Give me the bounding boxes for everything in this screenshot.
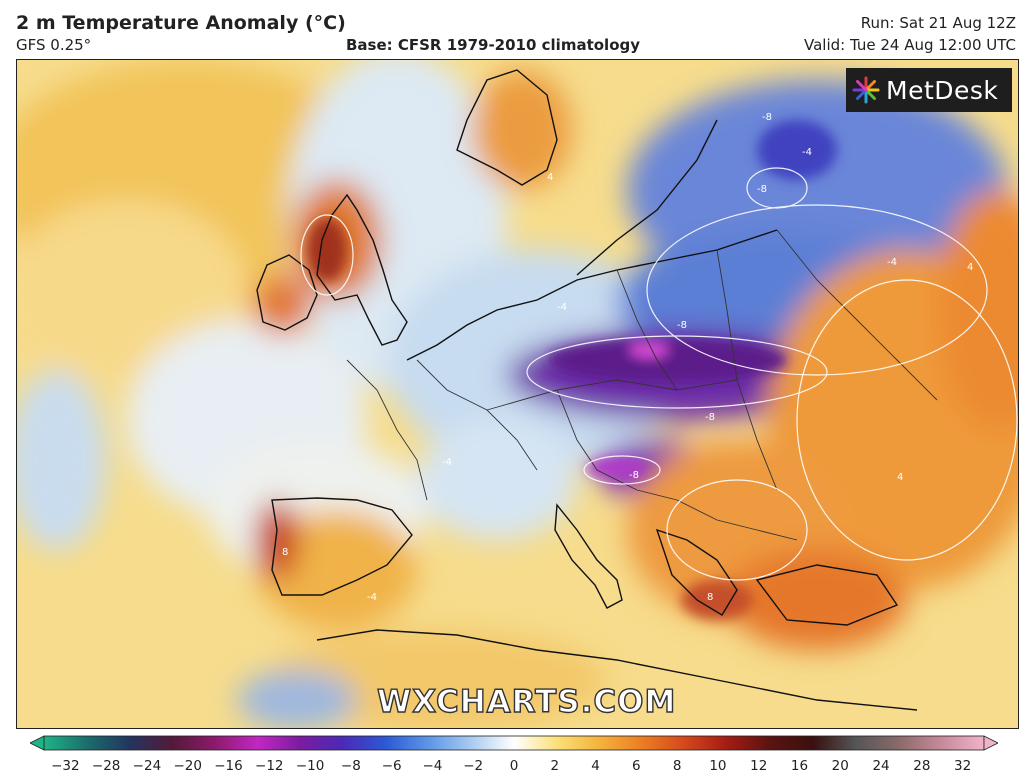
colorbar-left-arrow <box>29 735 45 751</box>
wxcharts-watermark: WXCHARTS.COM <box>376 683 677 720</box>
colorbar-tick-label: 2 <box>550 758 560 774</box>
country-borders <box>346 229 938 541</box>
contour-label: 4 <box>897 472 903 483</box>
contour-label: 8 <box>707 592 713 603</box>
colorbar-tick-label: 20 <box>831 758 849 774</box>
anomaly-cores <box>307 120 837 620</box>
climatology-base-label: Base: CFSR 1979-2010 climatology <box>346 36 641 54</box>
anomaly-field <box>17 60 1018 728</box>
contour-label: 8 <box>282 547 288 558</box>
balkans <box>655 528 738 616</box>
run-time-label: Run: Sat 21 Aug 12Z <box>860 14 1016 32</box>
colorbar-tick-label: 12 <box>750 758 768 774</box>
colorbar-gradient <box>43 735 985 751</box>
scandinavia <box>456 69 558 186</box>
metdesk-logo: MetDesk <box>846 68 1012 112</box>
italy <box>554 503 623 609</box>
coastlines <box>256 69 918 711</box>
contour-label: -4 <box>557 302 567 313</box>
north-africa-coast <box>316 629 918 711</box>
anatolia <box>755 564 899 626</box>
colorbar-tick-label: 16 <box>790 758 809 774</box>
colorbar-tick-label: 6 <box>632 758 641 774</box>
ireland <box>256 254 318 331</box>
contour-lines <box>300 167 1018 581</box>
contour-label: -8 <box>677 320 687 331</box>
colorbar-tick-label: −6 <box>381 758 402 774</box>
contour-labels: -8 -8 -8 -8 -4 -4 -4 -4 4 4 4 8 8 -8 -4 <box>282 112 973 603</box>
north-coast <box>406 229 778 361</box>
contour-label: -8 <box>629 470 639 481</box>
contour-label: 4 <box>547 172 553 183</box>
colorbar-svg <box>29 735 999 751</box>
colorbar-tick-label: −16 <box>214 758 243 774</box>
anomaly-map[interactable]: -8 -8 -8 -8 -4 -4 -4 -4 4 4 4 8 8 -8 -4 <box>16 59 1019 729</box>
colorbar-tick-label: 28 <box>913 758 931 774</box>
colorbar-tick-label: −20 <box>173 758 202 774</box>
colorbar-tick-label: 10 <box>709 758 727 774</box>
contour-label: -4 <box>802 147 812 158</box>
colorbar-tick-label: −2 <box>463 758 484 774</box>
colorbar-tick-label: −8 <box>340 758 361 774</box>
colorbar-tick-label: −28 <box>91 758 121 774</box>
colorbar-tick-label: 0 <box>509 758 519 774</box>
colorbar <box>29 735 999 751</box>
colorbar-tick-label: −12 <box>255 758 284 774</box>
chart-title: 2 m Temperature Anomaly (°C) <box>16 12 346 34</box>
contour-label: -8 <box>757 184 767 195</box>
contour-label: -4 <box>442 457 452 468</box>
metdesk-star-icon <box>852 76 880 104</box>
metdesk-logo-text: MetDesk <box>886 75 999 105</box>
colorbar-tick-label: 24 <box>872 758 890 774</box>
colorbar-tick-label: 4 <box>591 758 600 774</box>
contour-label: -4 <box>367 592 377 603</box>
contour-label: -4 <box>887 257 897 268</box>
valid-time-label: Valid: Tue 24 Aug 12:00 UTC <box>804 36 1016 54</box>
colorbar-right-arrow <box>983 735 999 751</box>
baltic-coast <box>576 119 718 276</box>
contour-label: -8 <box>705 412 715 423</box>
colorbar-tick-label: −24 <box>132 758 162 774</box>
colorbar-tick-label: 8 <box>672 758 682 774</box>
colorbar-tick-label: −4 <box>422 758 443 774</box>
map-canvas: -8 -8 -8 -8 -4 -4 -4 -4 4 4 4 8 8 -8 -4 <box>17 60 1018 728</box>
colorbar-tick-label: −32 <box>51 758 80 774</box>
colorbar-tick-label: 32 <box>954 758 972 774</box>
contour-label: 4 <box>967 262 973 273</box>
iberia <box>271 497 413 596</box>
great-britain <box>316 193 408 346</box>
model-label: GFS 0.25° <box>16 36 92 54</box>
colorbar-tick-label: −10 <box>295 758 325 774</box>
contour-label: -8 <box>762 112 772 123</box>
